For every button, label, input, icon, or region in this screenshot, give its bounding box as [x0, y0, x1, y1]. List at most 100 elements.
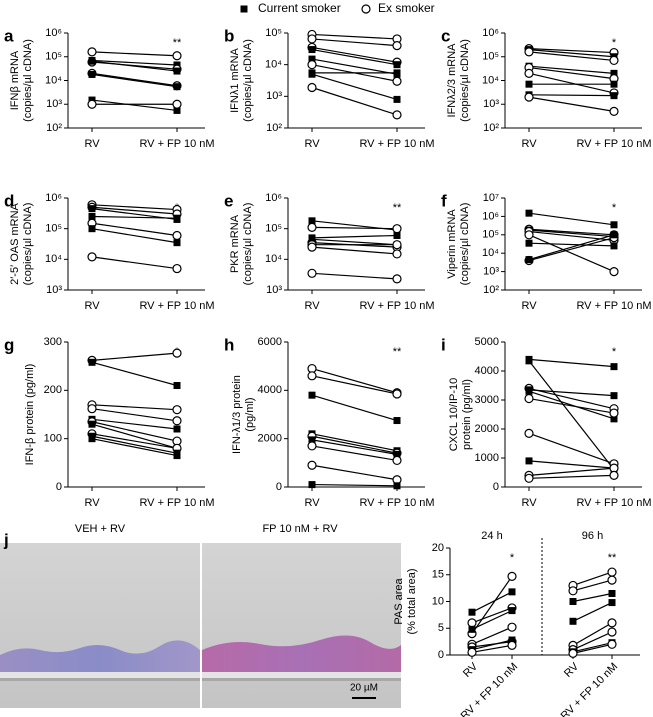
marker-square — [393, 231, 401, 239]
pair-line — [528, 390, 615, 420]
x-tick-label: RV — [84, 138, 100, 150]
y-tick-label: 10⁴ — [482, 74, 499, 86]
y-tick-label: 5000 — [475, 336, 499, 348]
panel-letter: e — [224, 191, 233, 210]
marker-circle — [568, 648, 578, 658]
pair-line — [91, 256, 178, 270]
marker-square — [508, 588, 516, 596]
group-label: 24 h — [481, 530, 502, 542]
panel-letter: c — [441, 26, 450, 45]
micrograph-veh — [0, 543, 200, 708]
y-tick-label: 10³ — [266, 284, 282, 296]
marker-circle — [524, 92, 534, 102]
x-tick-label: RV — [521, 300, 537, 312]
x-tick-label: RV — [562, 660, 582, 680]
marker-circle — [307, 242, 317, 252]
y-tick-label: 2000 — [475, 423, 499, 435]
marker-square — [468, 608, 476, 616]
panel-letter: h — [224, 335, 234, 354]
y-axis-label: (copies/µl cDNA) — [459, 39, 471, 122]
pair-line — [91, 99, 178, 112]
marker-square — [610, 392, 618, 400]
y-tick-label: 10⁴ — [482, 247, 499, 259]
pair-line — [572, 642, 613, 653]
marker-square — [88, 358, 96, 366]
pair-line — [91, 408, 178, 422]
marker-circle — [307, 268, 317, 278]
marker-square — [173, 83, 181, 91]
marker-square — [308, 481, 316, 489]
x-tick-label: RV — [304, 497, 320, 509]
micrograph-label: FP 10 nM + RV — [262, 523, 338, 535]
marker-square — [525, 357, 533, 365]
x-tick-label: RV + FP 10 nM — [576, 138, 651, 150]
marker-circle — [392, 76, 402, 86]
pair-line — [528, 358, 615, 368]
marker-square — [393, 69, 401, 77]
significance: ** — [608, 552, 617, 564]
y-axis-label: IFNλ2/3 mRNA — [446, 43, 458, 118]
pair-line — [528, 65, 615, 74]
y-tick-label: 0 — [276, 481, 282, 493]
marker-square — [608, 589, 616, 597]
y-tick-label: 20 — [432, 542, 444, 554]
y-tick-label: 10⁶ — [45, 192, 62, 204]
marker-circle — [307, 441, 317, 451]
pair-line — [91, 433, 178, 449]
pair-line — [528, 212, 615, 226]
pair-line — [311, 48, 398, 66]
y-tick-label: 3000 — [475, 394, 499, 406]
pair-line — [311, 439, 398, 455]
y-tick-label: 5 — [438, 622, 444, 634]
y-axis-label: IFNλ1 mRNA — [229, 47, 241, 112]
pair-line — [528, 397, 615, 414]
y-tick-label: 100 — [44, 433, 62, 445]
pair-line — [311, 234, 398, 239]
significance: ** — [393, 346, 402, 358]
pair-line — [528, 72, 615, 94]
pair-line — [528, 229, 615, 238]
group-label: 96 h — [582, 530, 603, 542]
y-tick-label: 10 — [432, 595, 444, 607]
x-tick-label: RV — [304, 300, 320, 312]
marker-circle — [392, 224, 402, 234]
marker-square — [610, 242, 618, 250]
significance: * — [612, 37, 617, 49]
y-axis-label: IFN-λ1/3 protein — [231, 375, 243, 454]
panel-letter: d — [4, 191, 14, 210]
pair-line — [91, 73, 178, 88]
legend-label: Ex smoker — [378, 1, 435, 15]
marker-square — [308, 217, 316, 225]
panel-letter: b — [224, 26, 234, 45]
marker-circle — [467, 647, 477, 657]
marker-circle — [524, 473, 534, 483]
marker-circle — [609, 106, 619, 116]
marker-circle — [524, 393, 534, 404]
pair-line — [91, 206, 178, 215]
y-tick-label: 10² — [266, 122, 282, 134]
pair-line — [471, 607, 513, 624]
pair-line — [311, 368, 398, 394]
y-tick-label: 10³ — [46, 98, 62, 110]
marker-circle — [307, 60, 317, 70]
marker-square — [525, 239, 533, 247]
pair-line — [311, 46, 398, 63]
pair-line — [91, 423, 178, 449]
y-tick-label: 4000 — [258, 384, 282, 396]
y-tick-label: 10⁶ — [482, 27, 499, 39]
marker-circle — [392, 240, 402, 250]
y-tick-label: 10⁵ — [45, 223, 62, 235]
y-tick-label: 300 — [44, 336, 62, 348]
pair-line — [311, 64, 398, 82]
pair-line — [528, 51, 615, 62]
pair-line — [311, 58, 398, 75]
y-tick-label: 10³ — [46, 284, 62, 296]
x-tick-label: RV + FP 10 nM — [139, 138, 214, 150]
marker-circle — [172, 348, 182, 358]
marker-square — [508, 636, 516, 644]
pair-line — [528, 474, 615, 479]
y-tick-label: 15 — [432, 569, 444, 581]
legend-label: Current smoker — [258, 1, 341, 15]
y-tick-label: 10⁵ — [45, 51, 62, 63]
x-tick-label: RV — [84, 497, 100, 509]
